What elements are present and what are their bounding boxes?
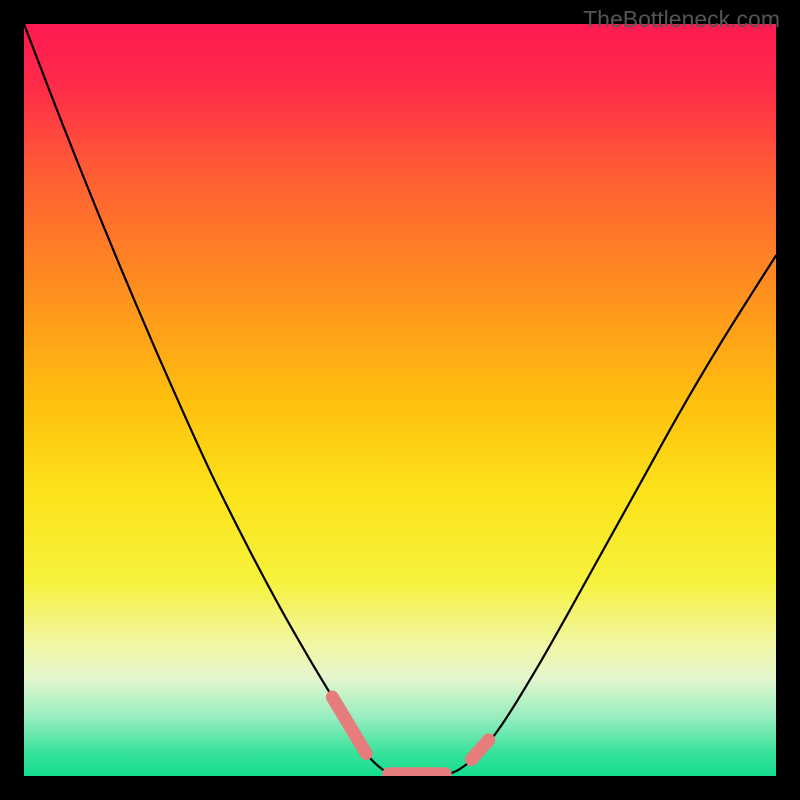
plot <box>24 24 776 776</box>
watermark-text: TheBottleneck.com <box>583 6 780 33</box>
frame: TheBottleneck.com <box>0 0 800 800</box>
gradient-background <box>24 24 776 776</box>
